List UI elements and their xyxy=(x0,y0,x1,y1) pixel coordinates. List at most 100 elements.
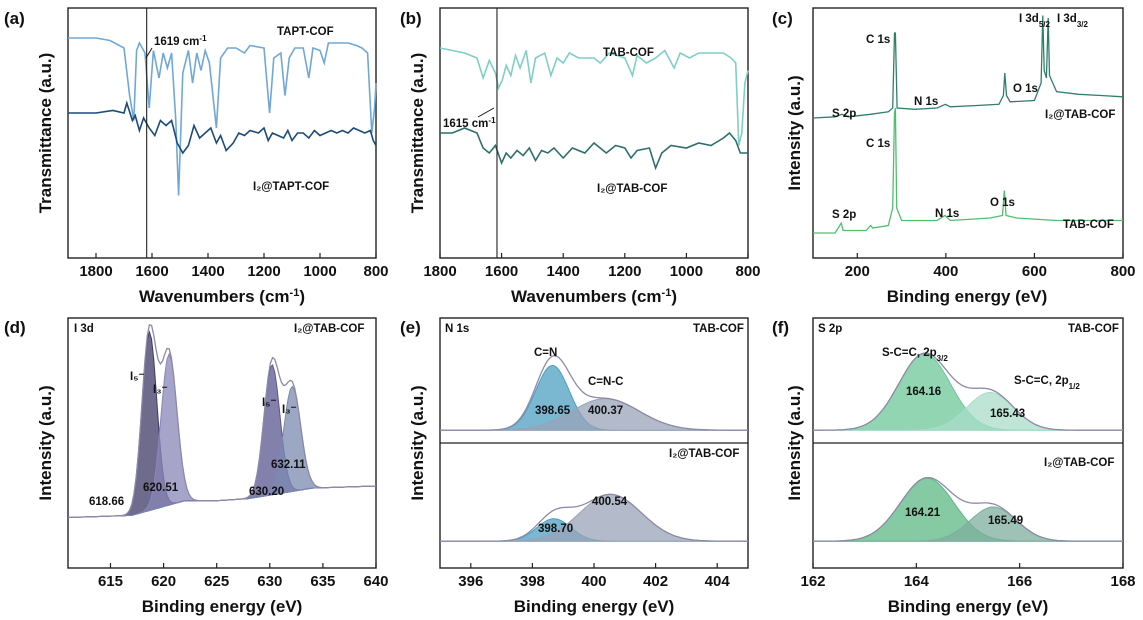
panel-e-sample-label-bottom: I₂@TAB-COF xyxy=(669,448,739,460)
x-tick-label: 1600 xyxy=(135,263,168,280)
panel-b-annotation-1615: 1615 cm-1 xyxy=(443,116,496,131)
panel-d-xlabel: Binding energy (eV) xyxy=(142,597,303,616)
panel-d-ylabel: Intensity (a.u.) xyxy=(36,385,55,500)
panel-f-sample-label-bottom: I₂@TAB-COF xyxy=(1044,457,1114,469)
panel-b-series-label-i2tab: I₂@TAB-COF xyxy=(597,183,667,195)
panel-c-plot-area xyxy=(812,15,1124,234)
envelope-line xyxy=(440,493,748,542)
panel-b-ylabel: Transmittance (a.u.) xyxy=(408,53,427,214)
panel-e-label: (e) xyxy=(400,318,421,337)
peak-annotation: S 2p xyxy=(832,108,856,120)
peak-value-label: 400.54 xyxy=(592,496,628,508)
x-tick-label: 1400 xyxy=(547,263,580,280)
panel-a-series-label-tapt: TAPT-COF xyxy=(277,26,334,38)
x-tick-label: 600 xyxy=(1022,263,1047,280)
panel-f-ticks: 162 164 166 168 xyxy=(800,563,1136,590)
x-tick-label: 200 xyxy=(845,263,870,280)
x-tick-label: 1200 xyxy=(608,263,641,280)
x-tick-label: 1000 xyxy=(303,263,336,280)
envelope-line xyxy=(440,355,748,431)
x-tick-label: 164 xyxy=(904,573,930,590)
peak-annotation: I 3d3/2 xyxy=(1057,13,1088,29)
x-tick-label: 1200 xyxy=(247,263,280,280)
panel-e-plot-area xyxy=(440,355,748,542)
peak-annotation: S 2p xyxy=(832,209,856,221)
panel-e-annotations: C=N C=N-C 398.65 400.37 398.70 400.54 xyxy=(534,347,628,535)
x-tick-label: 396 xyxy=(458,573,483,590)
panel-e-ticks: 396 398 400 402 404 xyxy=(458,563,730,590)
x-tick-label: 168 xyxy=(1110,573,1135,590)
envelope-line xyxy=(813,476,1123,542)
panel-b: (b) 1800 1600 1400 1200 1000 800 Wavenumbers … xyxy=(400,7,761,306)
panel-c-frame xyxy=(812,7,1124,259)
fitted-peak xyxy=(813,391,1123,431)
panel-e-sample-label-top: TAB-COF xyxy=(693,323,744,335)
peak-value-label: 400.37 xyxy=(588,405,623,417)
x-tick-label: 1800 xyxy=(423,263,456,280)
panel-e-corner-label: N 1s xyxy=(445,323,469,335)
panel-a: (a) 1800 1600 1400 1200 1000 800 Wavenumbers … xyxy=(4,7,389,306)
x-tick-label: 166 xyxy=(1007,573,1032,590)
x-tick-label: 1400 xyxy=(191,263,224,280)
fitted-peak xyxy=(440,398,748,431)
panel-a-frame xyxy=(67,7,377,259)
panel-d-plot-area xyxy=(67,323,377,519)
panel-d: (d) 615 620 625 630 635 640 I 3d I₂@TAB-COF B… xyxy=(4,317,389,616)
series-label: I₂@TAB-COF xyxy=(1045,109,1115,121)
x-tick-label: 620 xyxy=(151,573,176,590)
peak-species-label: I₅⁻ xyxy=(262,397,277,409)
panel-a-ylabel: Transmittance (a.u.) xyxy=(36,53,55,214)
peak-annotation: C 1s xyxy=(866,34,890,46)
fitted-peak xyxy=(67,363,377,518)
fitted-peak xyxy=(67,352,377,518)
panel-c-ticks: 200 400 600 800 xyxy=(845,253,1136,280)
panel-f-annotations: S-C=C, 2p3/2 S-C=C, 2p1/2 164.16 165.43 164.… xyxy=(882,347,1080,527)
peak-species-label: I₃⁻ xyxy=(282,404,297,416)
peak-value-label: 164.16 xyxy=(906,386,941,398)
panel-c-label: (c) xyxy=(772,9,793,28)
fitted-peak xyxy=(813,506,1123,542)
panel-b-series-label-tab: TAB-COF xyxy=(603,47,654,59)
envelope-line xyxy=(813,352,1123,431)
panel-a-ticks: 1800 1600 1400 1200 1000 800 xyxy=(79,253,389,280)
panel-d-frame xyxy=(67,317,377,569)
panel-d-corner-label: I 3d xyxy=(74,323,94,335)
x-tick-label: 640 xyxy=(363,573,388,590)
panel-f-xlabel: Binding energy (eV) xyxy=(888,597,1049,616)
x-tick-label: 1800 xyxy=(79,263,112,280)
peak-annotation: I 3d5/2 xyxy=(1019,13,1050,29)
x-tick-label: 1600 xyxy=(485,263,518,280)
panel-a-series-label-i2tapt: I₂@TAPT-COF xyxy=(253,181,329,193)
series-line xyxy=(68,37,377,196)
peak-name-label: S-C=C, 2p3/2 xyxy=(882,347,948,363)
x-tick-label: 615 xyxy=(98,573,123,590)
x-tick-label: 800 xyxy=(363,263,388,280)
series-line xyxy=(68,100,377,155)
panel-f-corner-label: S 2p xyxy=(818,323,842,335)
peak-value-label: 632.11 xyxy=(271,459,306,471)
panel-f-plot-area xyxy=(813,352,1123,542)
x-tick-label: 162 xyxy=(800,573,825,590)
panel-a-annotation-1619: 1619 cm-1 xyxy=(154,34,207,49)
panel-b-annotation-arrow xyxy=(477,107,495,118)
peak-annotation: O 1s xyxy=(990,197,1015,209)
peak-value-label: 620.51 xyxy=(143,482,179,494)
panel-a-annotation-arrow xyxy=(145,47,153,59)
panel-b-frame xyxy=(439,7,749,259)
panel-a-xlabel: Wavenumbers (cm-1) xyxy=(139,287,305,306)
panel-d-label: (d) xyxy=(4,318,26,337)
peak-name-label: S-C=C, 2p1/2 xyxy=(1014,375,1080,391)
x-tick-label: 1000 xyxy=(670,263,703,280)
panel-a-label: (a) xyxy=(4,9,25,28)
x-tick-label: 404 xyxy=(705,573,731,590)
panel-b-xlabel: Wavenumbers (cm-1) xyxy=(511,287,677,306)
series-line xyxy=(440,127,748,171)
panel-d-sample-label: I₂@TAB-COF xyxy=(294,323,364,335)
envelope-line xyxy=(67,323,377,519)
x-tick-label: 398 xyxy=(520,573,545,590)
series-line xyxy=(812,15,1124,119)
peak-species-label: I₅⁻ xyxy=(130,371,145,383)
panel-e: (e) 396 398 400 402 404 N 1s TAB-COF I₂@TAB-… xyxy=(400,317,749,616)
panel-f-label: (f) xyxy=(772,318,789,337)
